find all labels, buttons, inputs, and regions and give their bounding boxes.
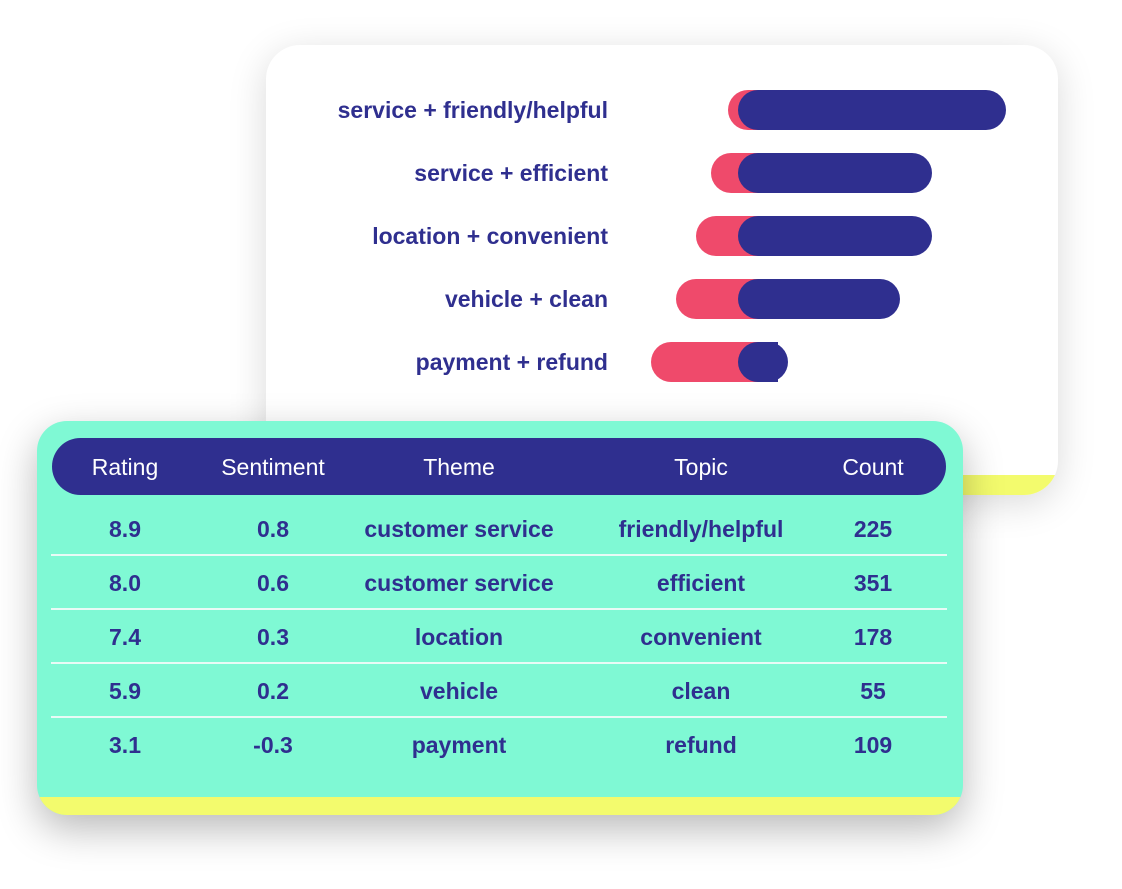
topic-cell: friendly/helpful xyxy=(618,516,784,542)
bar-group: location + convenient xyxy=(372,216,932,256)
table-header: Rating Sentiment Theme Topic Count xyxy=(52,438,946,495)
positive-bar xyxy=(738,90,1006,130)
topic-cell: clean xyxy=(671,678,731,704)
positive-bar xyxy=(738,153,932,193)
rating-cell: 8.0 xyxy=(109,570,141,596)
positive-bar-edge xyxy=(758,216,778,256)
count-cell: 109 xyxy=(853,732,893,758)
bar-group: service + efficient xyxy=(414,153,932,193)
table-row: 5.9 0.2 vehicle clean 55 xyxy=(51,664,947,718)
positive-bar-edge xyxy=(758,90,778,130)
positive-bar xyxy=(738,279,900,319)
table-row: 3.1 -0.3 payment refund 109 xyxy=(51,718,947,772)
row-divider xyxy=(51,608,947,610)
topic-cell: convenient xyxy=(640,624,762,650)
bar-group: vehicle + clean xyxy=(445,279,900,319)
chart-card: service + friendly/helpful service + effi… xyxy=(266,45,1058,495)
rating-cell: 7.4 xyxy=(109,624,141,650)
theme-cell: customer service xyxy=(364,516,554,542)
table-row: 8.0 0.6 customer service efficient 351 xyxy=(51,556,947,610)
theme-cell: payment xyxy=(411,732,507,758)
bar-group: service + friendly/helpful xyxy=(338,90,1006,130)
column-header-topic[interactable]: Topic xyxy=(674,454,728,480)
table-row: 8.9 0.8 customer service friendly/helpfu… xyxy=(51,502,947,556)
table-card: Rating Sentiment Theme Topic Count 8.9 0… xyxy=(37,421,963,815)
sentiment-cell: 0.3 xyxy=(257,624,289,650)
count-cell: 351 xyxy=(853,570,893,596)
category-label: location + convenient xyxy=(372,223,608,249)
positive-bar-edge xyxy=(758,342,778,382)
rating-cell: 5.9 xyxy=(109,678,141,704)
theme-cell: customer service xyxy=(364,570,554,596)
sentiment-cell: -0.3 xyxy=(253,732,293,758)
bar-group: payment + refund xyxy=(416,342,788,382)
count-cell: 178 xyxy=(853,624,893,650)
row-divider xyxy=(51,554,947,556)
category-label: payment + refund xyxy=(416,349,608,375)
table-card-accent-strip xyxy=(37,797,963,815)
rating-cell: 3.1 xyxy=(109,732,141,758)
positive-bar-edge xyxy=(758,153,778,193)
rating-cell: 8.9 xyxy=(109,516,141,542)
sentiment-cell: 0.8 xyxy=(257,516,289,542)
column-header-count[interactable]: Count xyxy=(842,454,904,480)
row-divider xyxy=(51,716,947,718)
count-cell: 225 xyxy=(853,516,893,542)
positive-bar-edge xyxy=(758,279,778,319)
column-header-rating[interactable]: Rating xyxy=(91,454,159,480)
theme-cell: location xyxy=(414,624,504,650)
category-label: vehicle + clean xyxy=(445,286,608,312)
topic-cell: refund xyxy=(665,732,737,758)
column-header-theme[interactable]: Theme xyxy=(423,454,495,480)
theme-cell: vehicle xyxy=(420,678,498,704)
topic-cell: efficient xyxy=(656,570,746,596)
column-header-sentiment[interactable]: Sentiment xyxy=(221,454,325,480)
category-label: service + efficient xyxy=(414,160,608,186)
sentiment-cell: 0.6 xyxy=(257,570,289,596)
table-row: 7.4 0.3 location convenient 178 xyxy=(51,610,947,664)
sentiment-cell: 0.2 xyxy=(257,678,289,704)
positive-bar xyxy=(738,216,932,256)
row-divider xyxy=(51,662,947,664)
diverging-bar-chart: service + friendly/helpful service + effi… xyxy=(338,90,1006,382)
category-label: service + friendly/helpful xyxy=(338,97,608,123)
count-cell: 55 xyxy=(860,678,886,704)
